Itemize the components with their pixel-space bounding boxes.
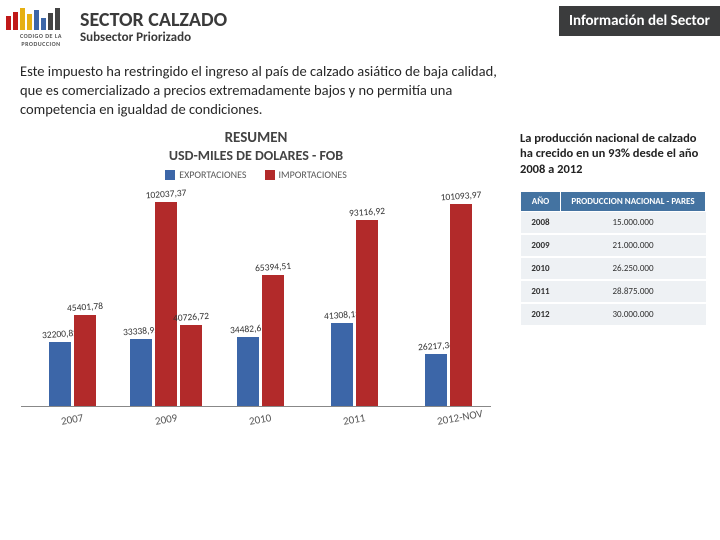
bar-value-label: 102037,37	[145, 186, 187, 201]
bar: 33338,95	[130, 339, 152, 406]
bar: 32200,82	[49, 342, 71, 406]
bar-value-label: 34482,61	[229, 321, 266, 335]
bar-value-label: 65394,51	[254, 259, 291, 273]
bar: 41308,13	[331, 323, 353, 406]
table-header: PRODUCCION NACIONAL - PARES	[561, 192, 706, 212]
bar-group: 32200,8245401,78	[25, 315, 119, 406]
logo-text: CODIGO DE LA PRODUCCION	[6, 32, 76, 48]
table-row: 201230.000.000	[521, 303, 706, 326]
bar-group: 26217,36101093,97	[401, 204, 495, 406]
legend-item: IMPORTACIONES	[265, 168, 347, 181]
x-axis-label: 2007	[60, 411, 84, 428]
table-cell: 21.000.000	[561, 234, 706, 257]
table-cell: 26.250.000	[561, 257, 706, 280]
x-axis-label: 2010	[248, 411, 272, 428]
table-cell: 2012	[521, 303, 561, 326]
bar-value-label: 101093,97	[440, 188, 482, 203]
bar: 26217,36	[425, 354, 447, 406]
bar-value-label: 93116,92	[348, 204, 385, 218]
chart-legend: EXPORTACIONES IMPORTACIONES	[6, 168, 506, 181]
chart-container: RESUMEN USD-MILES DE DOLARES - FOB EXPOR…	[6, 129, 506, 447]
bar-value-label: 26217,36	[417, 338, 454, 352]
table-cell: 2011	[521, 280, 561, 303]
chart-title-1: RESUMEN	[6, 129, 506, 147]
bar-value-label: 32200,82	[41, 326, 78, 340]
bar-value-label: 45401,78	[66, 299, 103, 313]
logo: CODIGO DE LA PRODUCCION	[6, 8, 76, 46]
x-axis-label: 2011	[342, 411, 366, 428]
table-row: 201128.875.000	[521, 280, 706, 303]
table-cell: 15.000.000	[561, 212, 706, 235]
header-badge: Información del Sector	[559, 6, 720, 36]
table-header: AÑO	[521, 192, 561, 212]
table-cell: 30.000.000	[561, 303, 706, 326]
bar-chart: 32200,8245401,7833338,95102037,3740726,7…	[11, 187, 501, 447]
bar: 34482,61	[237, 337, 259, 406]
table-cell: 28.875.000	[561, 280, 706, 303]
bar-group: 34482,6165394,51	[213, 275, 307, 406]
sidebar-caption: La producción nacional de calzado ha cre…	[520, 131, 706, 178]
x-axis-label: 2009	[154, 411, 178, 428]
table-row: 200815.000.000	[521, 212, 706, 235]
production-table: AÑOPRODUCCION NACIONAL - PARES 200815.00…	[520, 191, 706, 327]
bar-value-label: 40726,72	[173, 309, 210, 323]
bar: 40726,72	[180, 325, 202, 406]
table-cell: 2009	[521, 234, 561, 257]
bar: 65394,51	[262, 275, 284, 406]
bar-value-label: 41308,13	[323, 307, 360, 321]
bar: 101093,97	[450, 204, 472, 406]
chart-title-2: USD-MILES DE DOLARES - FOB	[6, 147, 506, 164]
main-content: RESUMEN USD-MILES DE DOLARES - FOB EXPOR…	[0, 129, 720, 447]
bar-group: 33338,95102037,3740726,72	[119, 202, 213, 406]
legend-item: EXPORTACIONES	[165, 168, 246, 181]
table-cell: 2008	[521, 212, 561, 235]
x-axis-label: 2012-NOV	[436, 407, 484, 428]
bar-group: 41308,1393116,92	[307, 220, 401, 406]
intro-paragraph: Este impuesto ha restringido el ingreso …	[0, 46, 720, 129]
bar: 93116,92	[356, 220, 378, 406]
sidebar: La producción nacional de calzado ha cre…	[506, 129, 706, 447]
table-cell: 2010	[521, 257, 561, 280]
table-row: 200921.000.000	[521, 234, 706, 257]
bar-value-label: 33338,95	[123, 323, 160, 337]
bar: 45401,78	[74, 315, 96, 406]
bar: 102037,37	[155, 202, 177, 406]
table-row: 201026.250.000	[521, 257, 706, 280]
